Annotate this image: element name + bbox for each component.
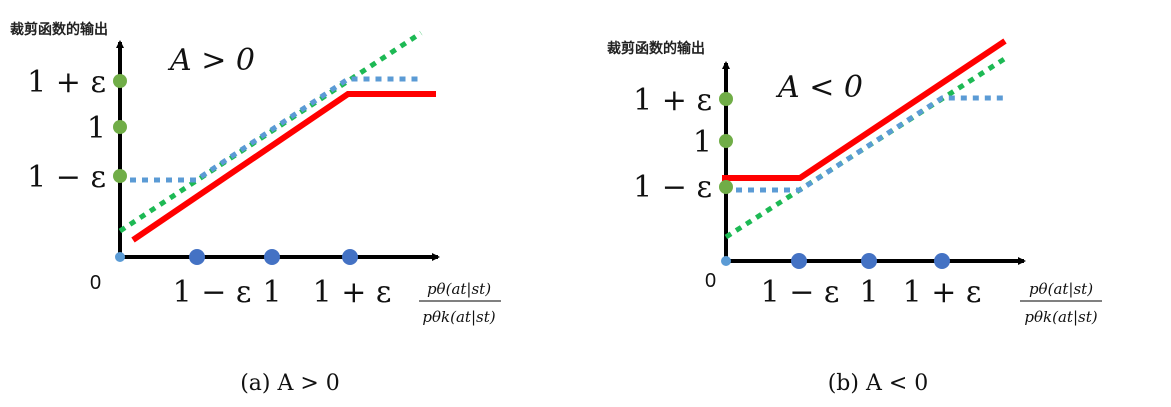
x-dot: [264, 249, 280, 265]
y-dot: [113, 169, 127, 183]
x-axis-label-denominator: pθk(at|st): [1024, 308, 1097, 326]
caption: (b) A < 0: [828, 371, 929, 396]
x-dot: [189, 249, 205, 265]
y-dot: [719, 92, 733, 106]
y-dot: [719, 180, 733, 194]
blue-dotted-line: [130, 76, 421, 183]
x-tick: 1: [859, 275, 878, 310]
y-axis-title: 裁剪函数的输出: [10, 21, 108, 38]
condition-label: A < 0: [775, 70, 863, 105]
x-tick: 1 + ε: [313, 275, 392, 310]
x-axis-label-denominator: pθk(at|st): [422, 308, 495, 326]
blue-dotted-line: [736, 95, 1008, 193]
x-dot: [934, 253, 950, 269]
y-tick: 1 − ε: [27, 160, 106, 195]
y-tick: 1: [87, 111, 106, 146]
caption: (a) A > 0: [240, 371, 340, 396]
x-axis-label-numerator: pθ(at|st): [427, 280, 491, 298]
x-tick: 1: [262, 275, 281, 310]
green-dotted-line: [118, 30, 423, 234]
green-dotted-line: [724, 53, 1011, 240]
y-tick: 1 + ε: [27, 65, 106, 100]
x-tick: 1 + ε: [903, 275, 982, 310]
x-tick: 1 − ε: [173, 275, 252, 310]
origin-dot: [115, 252, 125, 262]
red-clipped-line: [722, 38, 1007, 181]
y-dot: [719, 134, 733, 148]
origin-label: 0: [705, 270, 716, 292]
condition-label: A > 0: [167, 43, 255, 78]
y-tick: 1: [693, 125, 712, 160]
y-axis-title: 裁剪函数的输出: [607, 40, 705, 57]
red-clipped-line: [131, 91, 436, 243]
panel-a: 裁剪函数的输出 A > 0 1 + ε 1 1 − ε 0 1 − ε 1 1 …: [10, 21, 501, 396]
y-tick: 1 − ε: [633, 170, 712, 205]
panel-b: 裁剪函数的输出 A < 0 1 + ε 1 1 − ε 0 1 − ε 1 1 …: [607, 38, 1102, 396]
y-dot: [113, 74, 127, 88]
x-axis-label-numerator: pθ(at|st): [1029, 280, 1093, 298]
x-tick: 1 − ε: [761, 275, 840, 310]
x-dot: [861, 253, 877, 269]
origin-dot: [721, 256, 731, 266]
x-dot: [342, 249, 358, 265]
origin-label: 0: [90, 272, 101, 294]
y-dot: [113, 120, 127, 134]
x-dot: [791, 253, 807, 269]
y-tick: 1 + ε: [633, 83, 712, 118]
